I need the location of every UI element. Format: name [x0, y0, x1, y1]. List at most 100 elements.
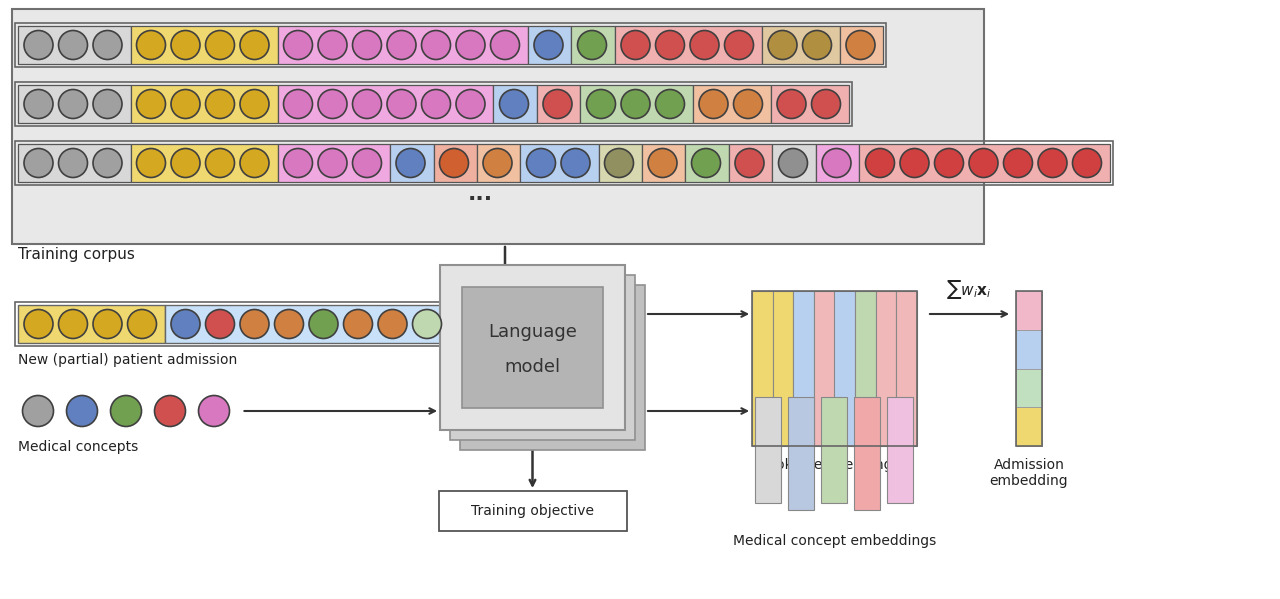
Circle shape [577, 31, 607, 59]
FancyBboxPatch shape [854, 397, 881, 510]
Circle shape [1038, 149, 1068, 177]
FancyBboxPatch shape [643, 144, 686, 182]
FancyBboxPatch shape [686, 144, 730, 182]
Circle shape [352, 89, 381, 119]
FancyBboxPatch shape [131, 26, 278, 64]
Circle shape [241, 310, 269, 338]
Circle shape [137, 31, 165, 59]
Text: Medical concept embeddings: Medical concept embeddings [733, 534, 936, 548]
Circle shape [691, 149, 721, 177]
Circle shape [172, 149, 200, 177]
Text: Admission
embedding: Admission embedding [989, 458, 1069, 488]
Circle shape [206, 149, 234, 177]
Circle shape [59, 149, 87, 177]
Circle shape [274, 310, 303, 338]
FancyBboxPatch shape [434, 144, 477, 182]
Circle shape [648, 149, 677, 177]
FancyBboxPatch shape [896, 291, 916, 446]
Circle shape [67, 395, 97, 426]
Circle shape [777, 89, 806, 119]
FancyBboxPatch shape [131, 85, 278, 123]
Circle shape [421, 31, 451, 59]
Circle shape [172, 89, 200, 119]
FancyBboxPatch shape [762, 26, 840, 64]
FancyBboxPatch shape [165, 305, 451, 343]
Circle shape [317, 31, 347, 59]
Circle shape [283, 31, 312, 59]
FancyBboxPatch shape [771, 85, 849, 123]
Circle shape [23, 395, 54, 426]
FancyBboxPatch shape [692, 85, 771, 123]
Circle shape [1073, 149, 1102, 177]
Circle shape [308, 310, 338, 338]
FancyBboxPatch shape [1016, 368, 1042, 407]
FancyBboxPatch shape [855, 291, 876, 446]
Circle shape [59, 89, 87, 119]
Circle shape [241, 149, 269, 177]
FancyBboxPatch shape [835, 291, 855, 446]
Circle shape [128, 310, 156, 338]
Text: New (partial) patient admission: New (partial) patient admission [18, 353, 237, 367]
Circle shape [733, 89, 763, 119]
FancyBboxPatch shape [753, 291, 773, 446]
FancyBboxPatch shape [887, 397, 913, 503]
FancyBboxPatch shape [571, 26, 614, 64]
FancyBboxPatch shape [440, 265, 625, 429]
FancyBboxPatch shape [614, 26, 762, 64]
FancyBboxPatch shape [1016, 407, 1042, 446]
FancyBboxPatch shape [1016, 330, 1042, 368]
Circle shape [421, 89, 451, 119]
Circle shape [586, 89, 616, 119]
Circle shape [137, 149, 165, 177]
FancyBboxPatch shape [840, 26, 883, 64]
Circle shape [172, 31, 200, 59]
FancyBboxPatch shape [12, 9, 984, 244]
Circle shape [241, 89, 269, 119]
Circle shape [900, 149, 929, 177]
FancyBboxPatch shape [876, 291, 896, 446]
FancyBboxPatch shape [18, 26, 131, 64]
Circle shape [283, 89, 312, 119]
FancyBboxPatch shape [1016, 291, 1042, 330]
FancyBboxPatch shape [131, 144, 278, 182]
Circle shape [110, 395, 142, 426]
Circle shape [24, 149, 52, 177]
Circle shape [412, 310, 442, 338]
Circle shape [778, 149, 808, 177]
FancyBboxPatch shape [599, 144, 643, 182]
FancyBboxPatch shape [581, 85, 692, 123]
FancyBboxPatch shape [18, 305, 165, 343]
Circle shape [93, 31, 122, 59]
FancyBboxPatch shape [817, 144, 859, 182]
FancyBboxPatch shape [794, 291, 814, 446]
Circle shape [343, 310, 372, 338]
Circle shape [172, 310, 200, 338]
Circle shape [655, 89, 685, 119]
FancyBboxPatch shape [773, 291, 794, 446]
Circle shape [803, 31, 832, 59]
Circle shape [241, 31, 269, 59]
Circle shape [93, 310, 122, 338]
FancyBboxPatch shape [18, 85, 131, 123]
Circle shape [387, 31, 416, 59]
Circle shape [456, 31, 485, 59]
Text: Token embeddings: Token embeddings [769, 458, 900, 472]
FancyBboxPatch shape [538, 85, 581, 123]
Circle shape [24, 31, 52, 59]
FancyBboxPatch shape [494, 85, 538, 123]
Circle shape [768, 31, 797, 59]
Circle shape [387, 89, 416, 119]
FancyBboxPatch shape [460, 285, 645, 449]
Circle shape [59, 310, 87, 338]
Circle shape [24, 310, 52, 338]
Circle shape [822, 149, 851, 177]
Circle shape [317, 149, 347, 177]
Text: Training corpus: Training corpus [18, 247, 134, 262]
Circle shape [604, 149, 634, 177]
Circle shape [812, 89, 841, 119]
Circle shape [724, 31, 754, 59]
FancyBboxPatch shape [278, 26, 527, 64]
Circle shape [846, 31, 876, 59]
Circle shape [317, 89, 347, 119]
Circle shape [198, 395, 229, 426]
